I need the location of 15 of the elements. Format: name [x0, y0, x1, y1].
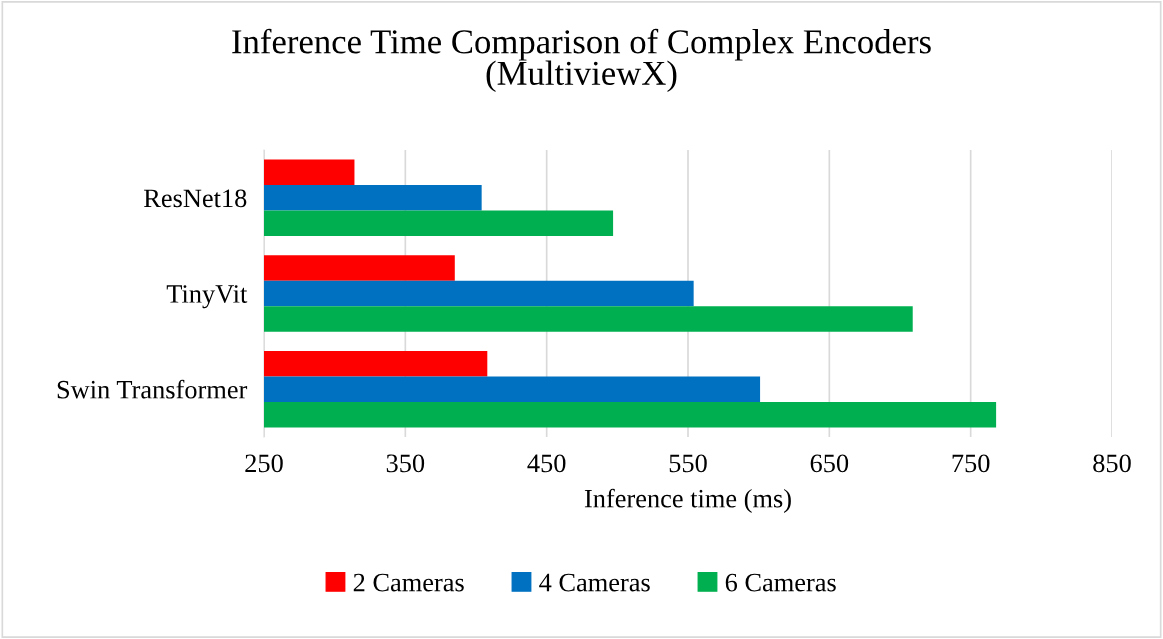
y-tick-label: Swin Transformer [57, 379, 248, 399]
x-tick-label: 350 [386, 454, 425, 473]
x-tick-label: 650 [810, 454, 849, 473]
x-tick-label: 750 [952, 454, 990, 473]
y-tick-label: TinyVit [166, 285, 248, 309]
x-tick-label: 250 [245, 454, 283, 473]
y-tick-label: ResNet18 [144, 189, 247, 208]
x-tick-label: 450 [527, 454, 566, 473]
legend-label: 4 Cameras [539, 573, 650, 592]
legend-label: 2 Cameras [353, 573, 464, 592]
legend-label: 6 Cameras [725, 573, 836, 592]
x-tick-label: 550 [669, 454, 707, 473]
x-axis-title: Inference time (ms) [584, 488, 791, 513]
chart-title: Inference Time Comparison of Complex Encoders (MultiviewX) [232, 28, 931, 93]
x-tick-label: 850 [1093, 454, 1131, 473]
